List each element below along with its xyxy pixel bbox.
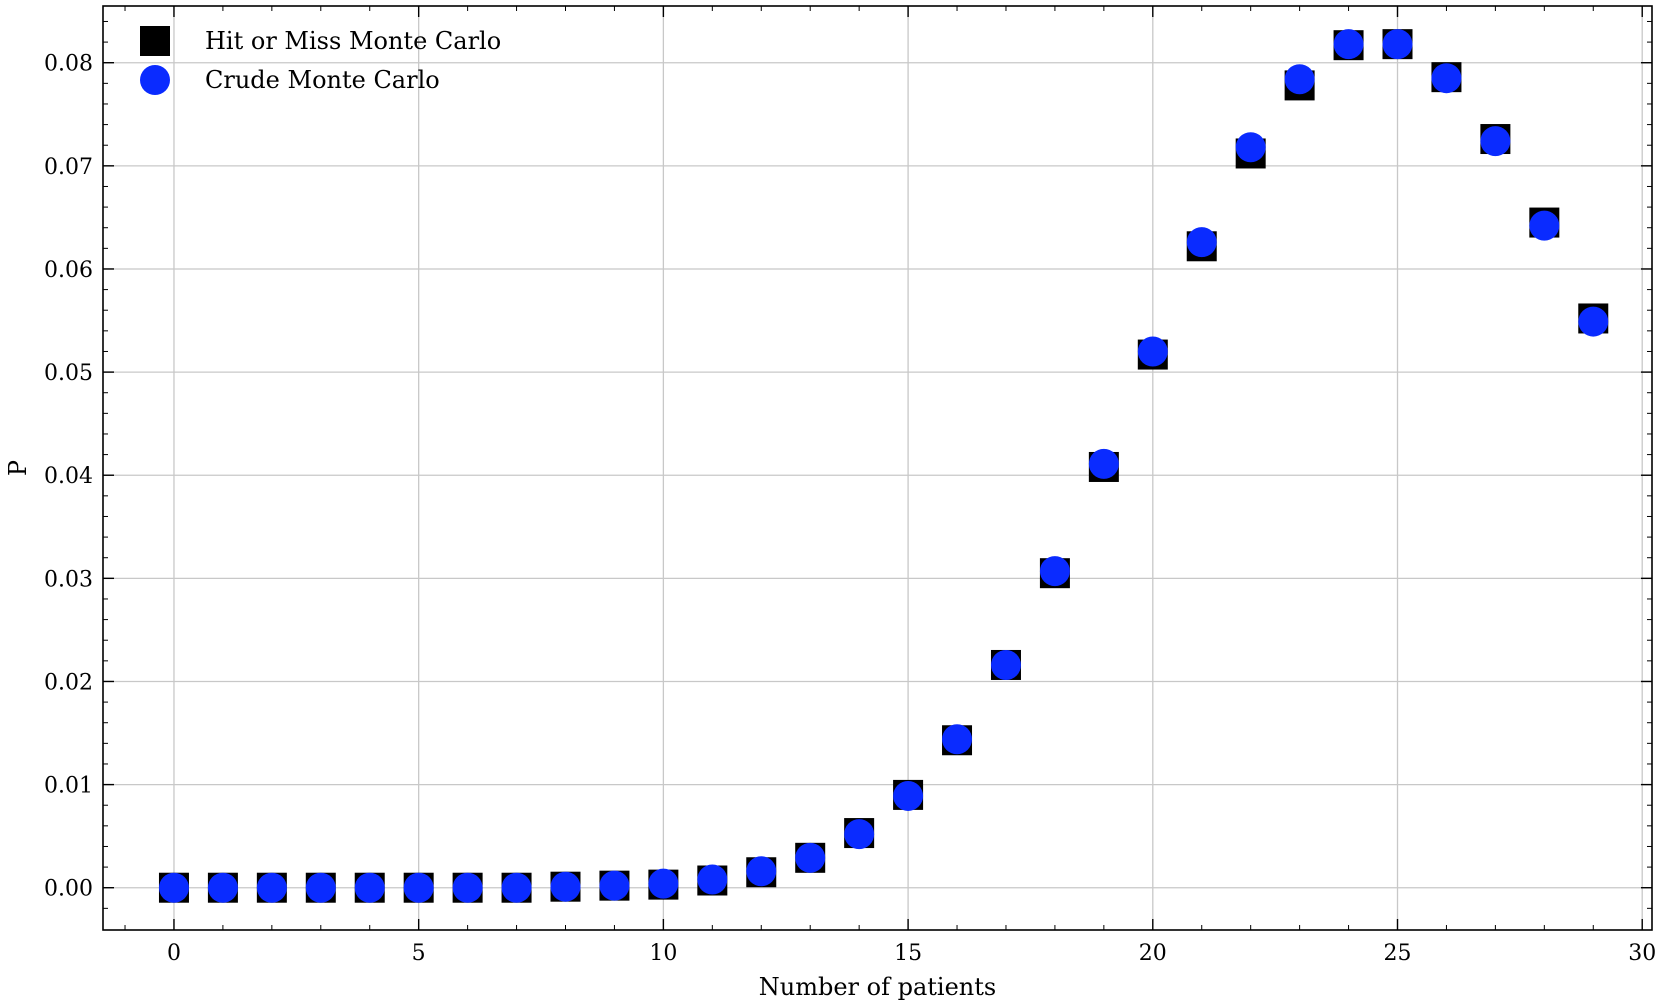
x-tick-label: 5 [412,941,426,966]
data-point-crude [893,780,924,811]
y-tick-label: 0.00 [44,877,93,902]
y-tick-label: 0.05 [44,361,93,386]
y-tick-label: 0.03 [44,567,93,592]
x-tick-label: 20 [1139,941,1167,966]
data-point-crude [354,872,385,903]
data-point-crude [256,872,287,903]
data-point-crude [795,842,826,873]
data-point-crude [1578,306,1609,337]
data-point-crude [990,649,1021,680]
y-tick-label: 0.01 [44,774,93,799]
legend-marker-hit-or-miss [140,26,170,56]
y-axis-label: P [4,460,32,476]
data-point-crude [844,819,875,850]
y-tick-label: 0.08 [44,52,93,77]
data-point-crude [1088,448,1119,479]
data-point-crude [1480,126,1511,157]
x-tick-label: 25 [1384,941,1412,966]
x-tick-label: 30 [1628,941,1656,966]
data-point-crude [158,872,189,903]
data-point-crude [501,872,532,903]
data-point-crude [207,872,238,903]
x-tick-label: 10 [649,941,677,966]
data-point-crude [697,864,728,895]
legend-marker-crude [140,65,170,95]
y-tick-label: 0.07 [44,155,93,180]
y-tick-label: 0.02 [44,670,93,695]
data-point-crude [942,724,973,755]
data-point-crude [1235,132,1266,163]
grid [103,6,1652,930]
data-point-crude [1039,556,1070,587]
data-point-crude [1137,336,1168,367]
data-point-crude [1382,29,1413,60]
data-point-crude [550,871,581,902]
y-tick-label: 0.04 [44,464,93,489]
x-axis-label: Number of patients [759,973,996,1001]
data-points [158,29,1609,903]
data-point-crude [1284,64,1315,95]
data-point-crude [599,870,630,901]
legend: Hit or Miss Monte Carlo Crude Monte Carl… [140,26,501,95]
data-point-crude [452,872,483,903]
data-point-crude [1186,227,1217,258]
legend-label-crude: Crude Monte Carlo [205,66,440,94]
data-point-crude [305,872,336,903]
x-tick-label: 15 [894,941,922,966]
y-tick-label: 0.06 [44,258,93,283]
data-point-crude [1529,210,1560,241]
data-point-crude [403,872,434,903]
data-point-crude [1333,29,1364,60]
legend-label-hit-or-miss: Hit or Miss Monte Carlo [205,27,501,55]
plot-frame [102,5,1653,931]
data-point-crude [1431,63,1462,94]
axis-ticks: 0 5 10 15 20 25 30 0.00 0.01 0.02 0.03 0.04 0.05 0.06… [44,6,1656,966]
x-tick-label: 0 [167,941,181,966]
data-point-crude [648,868,679,899]
data-point-crude [746,856,777,887]
